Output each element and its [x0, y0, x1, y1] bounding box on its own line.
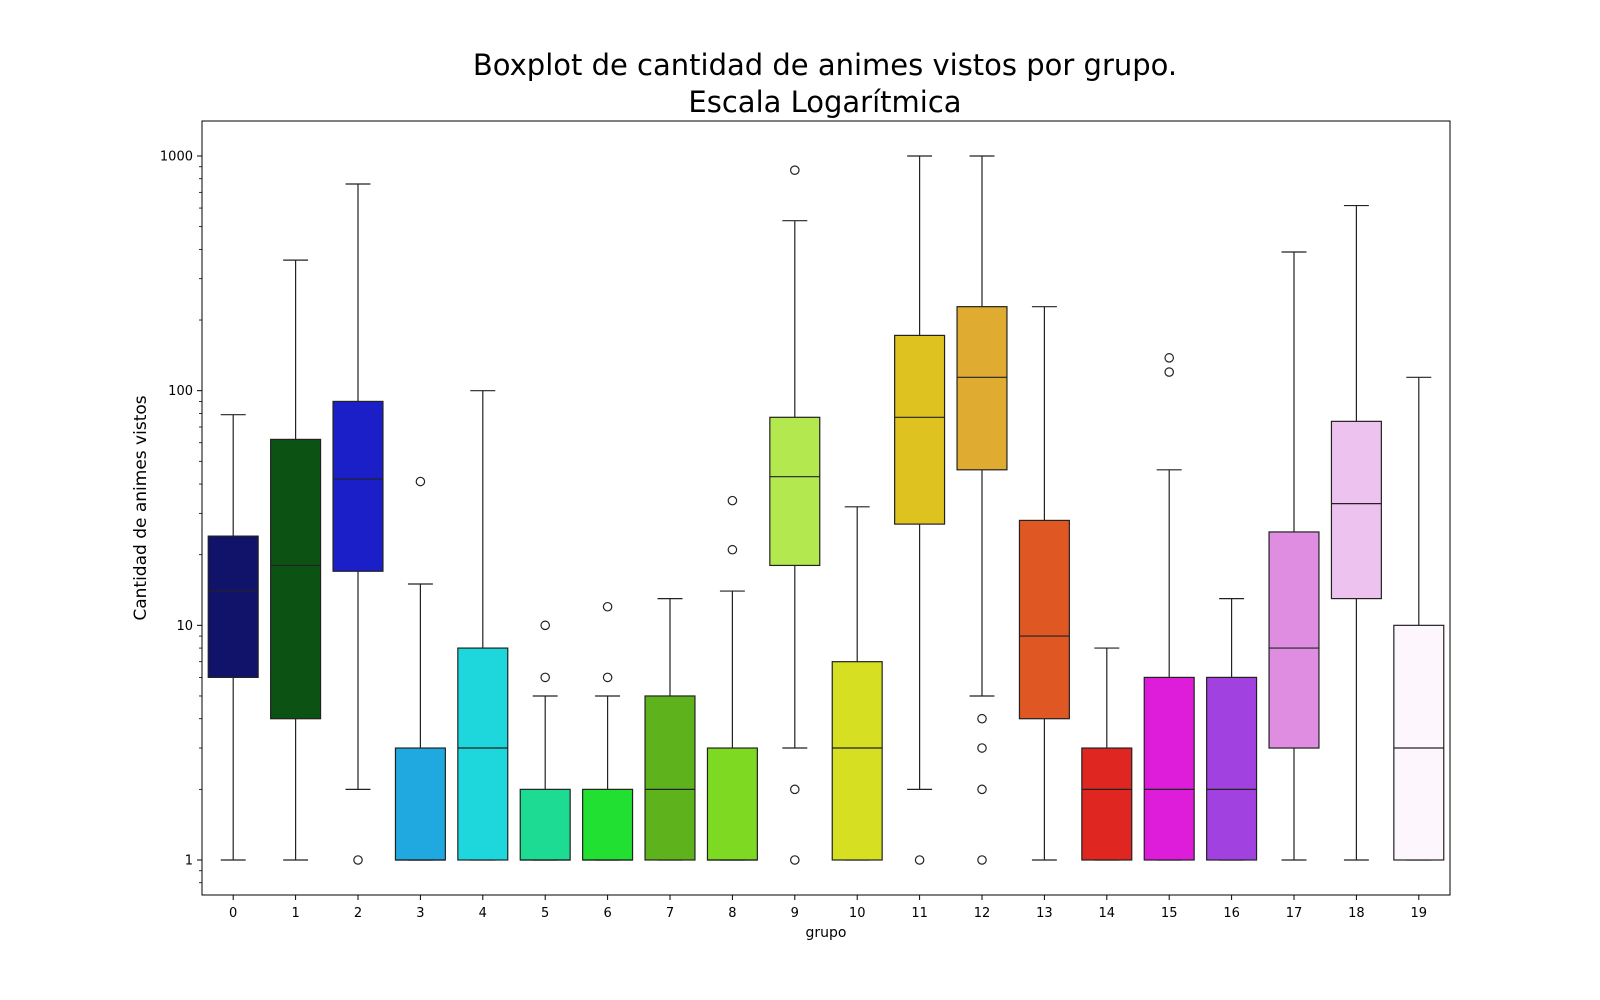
box-15 — [1143, 676, 1195, 861]
outlier-point — [1164, 353, 1174, 363]
outlier-point — [353, 855, 363, 865]
outlier-point — [1164, 367, 1174, 377]
box-6 — [582, 788, 634, 861]
box-5 — [519, 788, 571, 861]
outlier-point — [540, 672, 550, 683]
outlier-point — [727, 495, 738, 506]
box-17 — [1268, 531, 1320, 749]
x-tick-label: 14 — [1099, 906, 1116, 921]
box-2 — [332, 400, 384, 572]
x-tick-label: 0 — [229, 906, 237, 921]
x-tick-label: 10 — [849, 906, 866, 921]
box-8 — [706, 747, 758, 861]
x-axis-label: grupo — [806, 925, 847, 941]
outlier-point — [977, 855, 987, 865]
box-9 — [769, 416, 821, 567]
x-tick-label: 13 — [1036, 906, 1053, 921]
x-tick-label: 11 — [911, 906, 928, 921]
outlier-point — [977, 784, 987, 795]
box-11 — [894, 334, 946, 525]
outlier-point — [914, 855, 925, 865]
box-4 — [457, 647, 509, 861]
outlier-point — [602, 601, 613, 612]
box-13 — [1018, 519, 1070, 720]
x-tick-label: 3 — [416, 906, 424, 921]
x-tick-label: 2 — [354, 906, 362, 921]
box-18 — [1330, 420, 1382, 600]
box-3 — [394, 747, 446, 861]
outlier-point — [602, 672, 613, 683]
box-7 — [644, 695, 696, 861]
outlier-point — [789, 855, 800, 865]
chart-title-line2: Escala Logarítmica — [688, 85, 961, 119]
y-tick-label: 100 — [168, 384, 193, 399]
y-tick-label: 1000 — [160, 150, 193, 165]
outlier-point — [789, 784, 800, 795]
outlier-point — [540, 620, 550, 631]
x-tick-label: 16 — [1223, 906, 1240, 921]
chart-title-line1: Boxplot de cantidad de animes vistos por… — [473, 48, 1177, 82]
x-tick-label: 9 — [791, 906, 799, 921]
x-tick-label: 8 — [728, 906, 736, 921]
x-tick-label: 18 — [1348, 906, 1365, 921]
outlier-point — [727, 544, 738, 555]
x-tick-label: 12 — [974, 906, 991, 921]
x-tick-label: 15 — [1161, 906, 1178, 921]
box-19 — [1393, 624, 1445, 861]
outlier-point — [977, 713, 987, 724]
box-16 — [1206, 676, 1258, 861]
x-tick-label: 1 — [291, 906, 299, 921]
axes-frame — [201, 120, 1451, 896]
x-tick-label: 6 — [603, 906, 611, 921]
x-tick-label: 5 — [541, 906, 549, 921]
y-tick-label: 1 — [185, 854, 193, 869]
outlier-point — [415, 476, 426, 487]
box-14 — [1081, 747, 1133, 861]
x-tick-label: 7 — [666, 906, 674, 921]
box-10 — [831, 661, 883, 861]
box-1 — [270, 438, 322, 720]
box-12 — [956, 306, 1008, 471]
outlier-point — [977, 743, 987, 753]
outlier-point — [789, 165, 800, 175]
box-0 — [207, 535, 259, 678]
x-tick-label: 4 — [479, 906, 487, 921]
x-tick-label: 19 — [1411, 906, 1428, 921]
y-tick-label: 10 — [176, 619, 193, 634]
x-tick-label: 17 — [1286, 906, 1303, 921]
y-axis-label: Cantidad de animes vistos — [131, 395, 151, 620]
